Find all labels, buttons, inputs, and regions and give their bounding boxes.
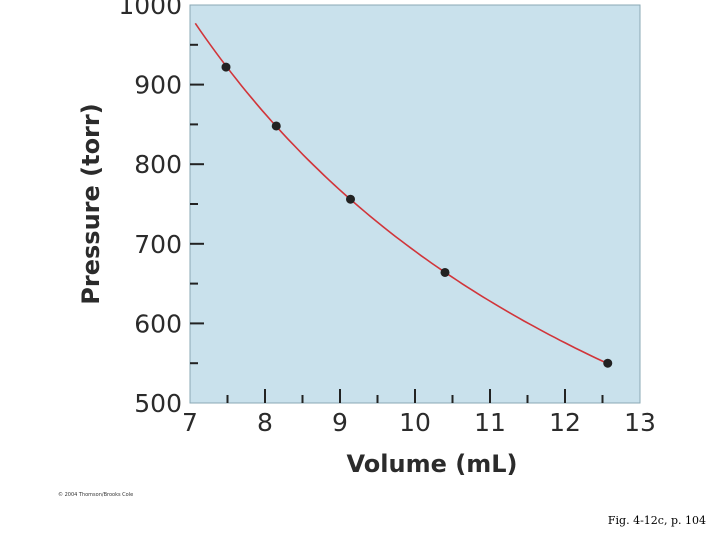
data-point [440,267,450,277]
tick-labels: 7 8 9 10 11 12 13 500 600 700 800 900 1000 [118,0,656,437]
x-tick-label: 8 [257,408,273,437]
y-tick-label: 800 [134,150,182,179]
x-axis-title: Volume (mL) [347,450,518,478]
copyright-text: © 2004 Thomson/Brooks Cole [58,492,134,498]
x-tick-label: 9 [332,408,348,437]
data-point [271,121,281,131]
x-tick-label: 13 [624,408,656,437]
y-tick-label: 600 [134,309,182,338]
data-point [221,62,231,72]
x-tick-label: 12 [549,408,581,437]
data-points [221,62,613,368]
fit-curve [194,22,607,364]
y-tick-label: 900 [134,71,182,100]
y-tick-label: 500 [134,389,182,418]
y-axis-title: Pressure (torr) [77,103,105,304]
data-point [346,194,355,204]
plot-area [189,4,641,404]
x-tick-label: 11 [474,408,506,437]
y-tick-label: 700 [134,230,182,259]
figure-caption: Fig. 4-12c, p. 104 [607,514,706,527]
x-tick-label: 10 [399,408,431,437]
axis-ticks [190,43,604,403]
x-tick-label: 7 [182,408,198,437]
data-point [603,358,613,368]
y-tick-label: 1000 [118,0,182,20]
